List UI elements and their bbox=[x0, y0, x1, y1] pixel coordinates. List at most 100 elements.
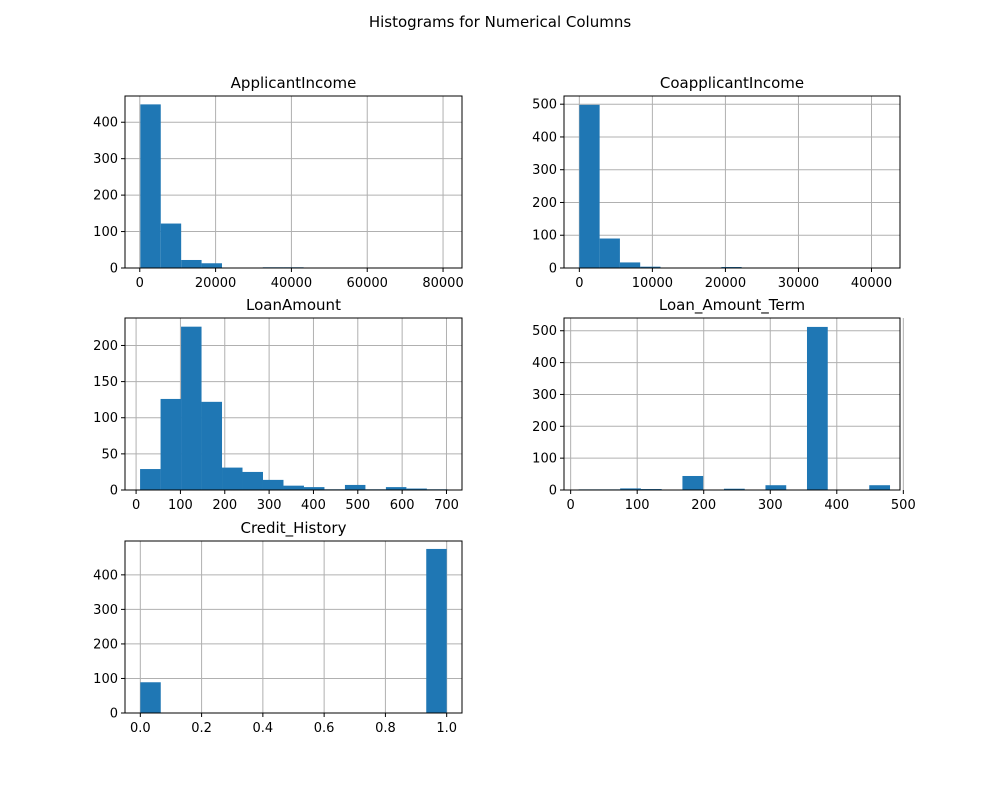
histogram-bar-15 bbox=[869, 485, 891, 490]
histogram-bar-15 bbox=[426, 548, 447, 713]
x-tick-label-6: 500 bbox=[345, 498, 370, 513]
subplot-title: CoapplicantIncome bbox=[660, 74, 804, 92]
histogram-bar-14 bbox=[406, 488, 427, 490]
y-tick-label-6: 500 bbox=[532, 324, 557, 339]
x-tick-label-5: 40000 bbox=[851, 276, 892, 291]
x-tick-label-3: 20000 bbox=[705, 276, 746, 291]
x-tick-label-2: 10000 bbox=[632, 276, 673, 291]
x-tick-label-1: 0 bbox=[567, 498, 575, 513]
y-tick-label-3: 200 bbox=[93, 637, 118, 652]
x-tick-label-4: 60000 bbox=[347, 276, 388, 291]
x-tick-label-5: 80000 bbox=[422, 276, 463, 291]
histogram-bar-10 bbox=[765, 485, 787, 490]
axes-frame bbox=[124, 317, 463, 491]
y-tick-label-5: 400 bbox=[93, 568, 118, 583]
histogram-bar-1 bbox=[140, 469, 161, 490]
subplot-5: 0.0 0.2 0.4 0.6 0.8 1.0 0 100 200 300 400 Credit_Hi… bbox=[93, 519, 463, 736]
x-tick-label-6: 500 bbox=[891, 498, 916, 513]
x-tick-label-8: 700 bbox=[434, 498, 459, 513]
histogram-bar-3 bbox=[620, 488, 641, 490]
histogram-bar-11 bbox=[344, 484, 366, 490]
histogram-bar-8 bbox=[723, 488, 745, 490]
x-tick-label-1: 0 bbox=[132, 498, 140, 513]
histogram-bar-2 bbox=[160, 398, 182, 490]
histogram-bar-3 bbox=[181, 326, 202, 490]
subplot-title: Loan_Amount_Term bbox=[659, 296, 805, 315]
y-tick-label-2: 50 bbox=[101, 447, 118, 462]
y-tick-label-4: 150 bbox=[93, 375, 118, 390]
histogram-bar-6 bbox=[242, 471, 263, 490]
y-tick-label-3: 200 bbox=[532, 196, 557, 211]
subplot-1: 0 20000 40000 60000 80000 0 100 200 300 400 Applic… bbox=[93, 74, 464, 291]
x-tick-label-6: 1.0 bbox=[436, 721, 457, 736]
x-tick-label-5: 400 bbox=[824, 498, 849, 513]
y-tick-label-2: 100 bbox=[93, 225, 118, 240]
y-tick-label-3: 100 bbox=[93, 411, 118, 426]
axes-frame bbox=[563, 95, 901, 269]
axes-frame bbox=[563, 317, 901, 491]
subplot-title: LoanAmount bbox=[246, 296, 341, 314]
x-tick-label-5: 0.8 bbox=[375, 721, 396, 736]
histogram-bar-2 bbox=[599, 238, 620, 268]
x-tick-label-5: 400 bbox=[301, 498, 326, 513]
x-tick-label-3: 200 bbox=[212, 498, 237, 513]
y-tick-label-5: 200 bbox=[93, 339, 118, 354]
x-tick-label-2: 0.2 bbox=[191, 721, 212, 736]
x-tick-label-4: 300 bbox=[257, 498, 282, 513]
figure-title: Histograms for Numerical Columns bbox=[369, 13, 632, 31]
axes-frame bbox=[124, 95, 463, 269]
histogram-bar-5 bbox=[222, 467, 243, 490]
histogram-bar-4 bbox=[640, 266, 661, 268]
histogram-bar-13 bbox=[385, 487, 407, 490]
y-tick-label-4: 300 bbox=[532, 163, 557, 178]
x-tick-label-1: 0 bbox=[575, 276, 583, 291]
y-tick-label-1: 0 bbox=[110, 707, 118, 722]
subplot-2: 0 10000 20000 30000 40000 0 100 200 300 400 500 Coa… bbox=[532, 74, 901, 291]
histogram-bar-6 bbox=[682, 475, 704, 490]
y-tick-label-1: 0 bbox=[549, 262, 557, 277]
histogram-bar-3 bbox=[619, 262, 641, 268]
x-tick-label-7: 600 bbox=[390, 498, 415, 513]
y-tick-label-1: 0 bbox=[549, 484, 557, 499]
histogram-bar-8 bbox=[283, 485, 304, 490]
histogram-bar-7 bbox=[262, 479, 284, 490]
y-tick-label-5: 400 bbox=[532, 356, 557, 371]
histogram-bar-4 bbox=[201, 263, 222, 268]
histogram-bar-4 bbox=[201, 401, 223, 490]
x-tick-label-2: 20000 bbox=[195, 276, 236, 291]
x-tick-label-3: 40000 bbox=[271, 276, 312, 291]
histogram-bar-9 bbox=[303, 487, 325, 490]
subplot-4: 0 100 200 300 400 500 0 100 200 300 400 500 Loan_Amo… bbox=[532, 296, 916, 513]
subplot-3: 0 100 200 300 400 500 600 700 0 50 100 150 200 LoanAm… bbox=[93, 296, 463, 513]
y-tick-label-3: 200 bbox=[532, 420, 557, 435]
x-tick-label-4: 30000 bbox=[778, 276, 819, 291]
x-tick-label-4: 0.6 bbox=[314, 721, 335, 736]
y-tick-label-2: 100 bbox=[532, 229, 557, 244]
y-tick-label-1: 0 bbox=[110, 262, 118, 277]
y-tick-label-2: 100 bbox=[532, 452, 557, 467]
x-tick-label-1: 0.0 bbox=[130, 721, 151, 736]
histogram-bar-1 bbox=[140, 682, 161, 713]
y-tick-label-2: 100 bbox=[93, 672, 118, 687]
x-tick-label-1: 0 bbox=[136, 276, 144, 291]
y-tick-label-3: 200 bbox=[93, 189, 118, 204]
x-tick-label-3: 200 bbox=[691, 498, 716, 513]
y-tick-label-4: 300 bbox=[93, 603, 118, 618]
subplot-title: Credit_History bbox=[241, 519, 347, 538]
y-tick-label-4: 300 bbox=[532, 388, 557, 403]
histogram-bar-2 bbox=[160, 223, 182, 268]
y-tick-label-5: 400 bbox=[532, 130, 557, 145]
y-tick-label-6: 500 bbox=[532, 98, 557, 113]
histogram-bar-3 bbox=[181, 259, 202, 268]
x-tick-label-2: 100 bbox=[625, 498, 650, 513]
axes-frame bbox=[124, 540, 463, 714]
x-tick-label-3: 0.4 bbox=[253, 721, 274, 736]
histogram-bar-1 bbox=[140, 104, 161, 269]
y-tick-label-4: 300 bbox=[93, 152, 118, 167]
y-tick-label-1: 0 bbox=[110, 484, 118, 499]
y-tick-label-5: 400 bbox=[93, 116, 118, 131]
x-tick-label-2: 100 bbox=[168, 498, 193, 513]
histogram-bar-12 bbox=[806, 326, 828, 490]
subplot-title: ApplicantIncome bbox=[231, 74, 357, 92]
